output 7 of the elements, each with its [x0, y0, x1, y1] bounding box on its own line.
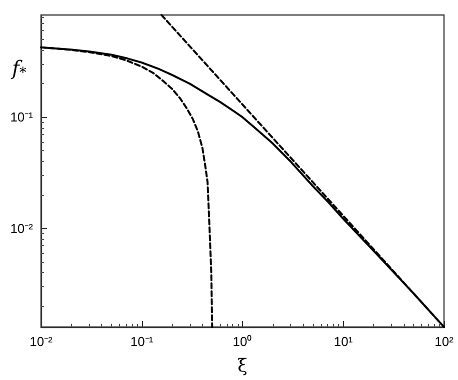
x-axis-title: ξ: [238, 356, 248, 376]
x-tick-label: 10¹: [334, 334, 354, 349]
x-tick-label: 10²: [434, 334, 454, 349]
x-tick-label: 10⁻¹: [130, 334, 154, 349]
x-tick-label: 10⁻²: [30, 334, 54, 349]
y-axis-title: f*: [10, 56, 26, 81]
x-tick-label: 10⁰: [232, 334, 252, 349]
